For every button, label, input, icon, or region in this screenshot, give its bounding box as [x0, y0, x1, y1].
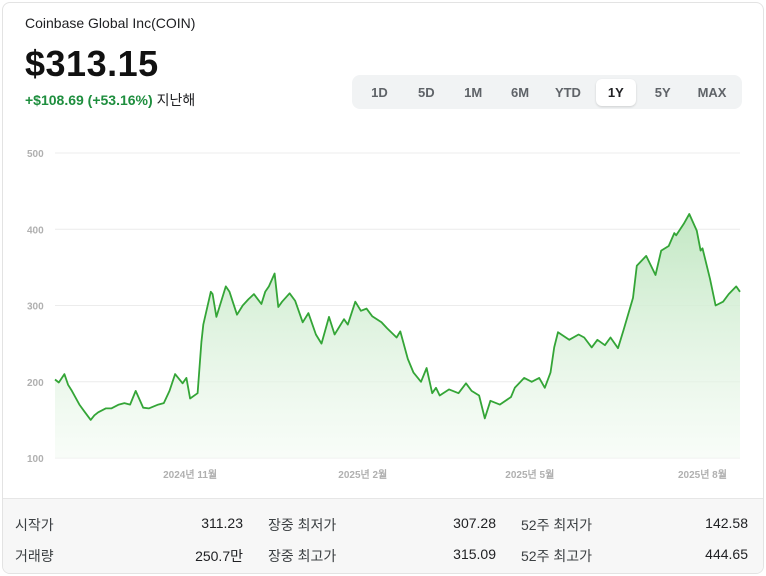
x-tick-label: 2025년 8월 — [678, 468, 727, 481]
price-area — [55, 214, 740, 458]
price-change-value: +$108.69 (+53.16%) — [25, 92, 153, 108]
stat-open-value: 311.23 — [201, 515, 243, 531]
range-tab-1y[interactable]: 1Y — [595, 78, 636, 106]
range-tabs: 1D 5D 1M 6M YTD 1Y 5Y MAX — [352, 75, 742, 109]
y-tick-label: 300 — [27, 302, 44, 313]
stat-day-high-value: 315.09 — [453, 546, 496, 562]
range-tab-max[interactable]: MAX — [697, 84, 727, 100]
stat-52wk-high-value: 444.65 — [705, 546, 748, 562]
stats-panel: 시작가 311.23 거래량 250.7만 장중 최저가 307.28 장중 최… — [3, 498, 763, 573]
stat-52wk-low-value: 142.58 — [705, 515, 748, 531]
y-tick-label: 100 — [27, 454, 44, 465]
stat-day-high-label: 장중 최고가 — [268, 548, 337, 564]
range-tab-1d[interactable]: 1D — [371, 84, 388, 100]
range-tab-1m[interactable]: 1M — [464, 84, 483, 100]
stat-volume-label: 거래량 — [15, 548, 54, 564]
x-tick-label: 2024년 11월 — [163, 468, 217, 481]
range-tab-6m[interactable]: 6M — [511, 84, 530, 100]
price-change: +$108.69 (+53.16%) 지난해 — [25, 90, 195, 110]
x-tick-label: 2025년 5월 — [505, 468, 554, 481]
stat-volume-value: 250.7만 — [195, 548, 243, 564]
stat-52wk-low-label: 52주 최저가 — [521, 517, 592, 533]
x-axis-ticks: 2024년 11월 2025년 2월 2025년 5월 2025년 8월 — [163, 468, 727, 481]
current-price: $313.15 — [25, 43, 159, 84]
y-tick-label: 500 — [27, 149, 44, 160]
stat-day-low-value: 307.28 — [453, 515, 496, 531]
y-axis-ticks: 100 200 300 400 500 — [27, 149, 44, 465]
y-tick-label: 400 — [27, 225, 44, 236]
y-tick-label: 200 — [27, 378, 44, 389]
range-tab-5y[interactable]: 5Y — [654, 84, 671, 100]
stat-day-low-label: 장중 최저가 — [268, 517, 337, 533]
stat-52wk-high-label: 52주 최고가 — [521, 548, 592, 564]
range-tab-5d[interactable]: 5D — [418, 84, 435, 100]
range-tab-ytd[interactable]: YTD — [554, 84, 581, 100]
price-change-period: 지난해 — [156, 92, 196, 108]
price-line — [54, 213, 741, 421]
stat-open-label: 시작가 — [15, 517, 54, 533]
x-tick-label: 2025년 2월 — [338, 468, 387, 481]
price-chart[interactable]: 100 200 300 400 500 2024년 11월 2025년 2월 2025년 5… — [3, 133, 764, 488]
stock-name: Coinbase Global Inc(COIN) — [25, 15, 196, 31]
